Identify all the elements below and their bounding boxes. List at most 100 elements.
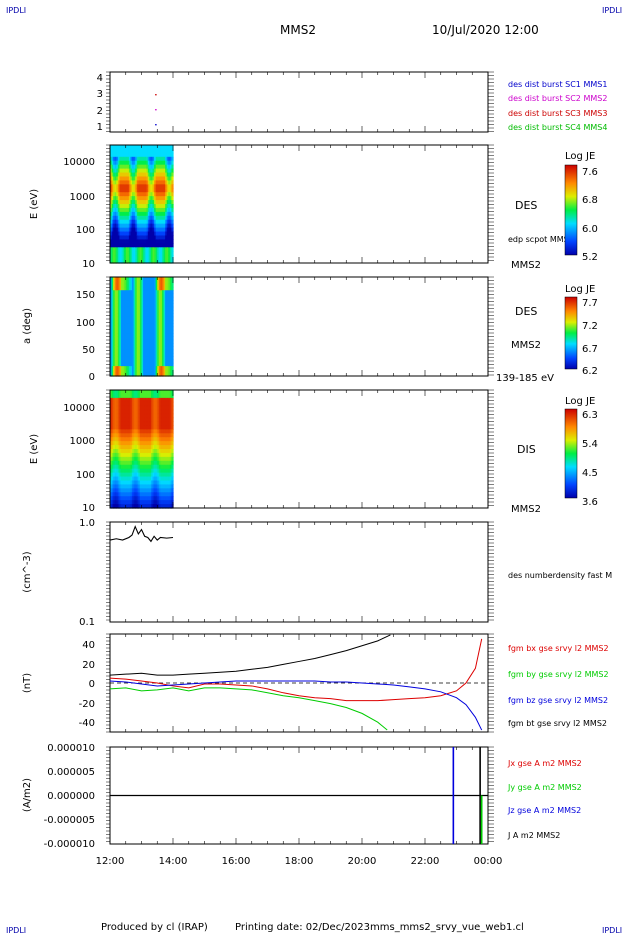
spectrogram-cell [119, 480, 122, 485]
spectrogram-cell [116, 164, 119, 170]
spectrogram-cell [152, 293, 155, 298]
spectrogram-cell [125, 349, 128, 354]
spectrogram-cell [150, 277, 154, 281]
spectrogram-cell [161, 417, 165, 423]
spectrogram-cell [117, 215, 121, 221]
spectrogram-cell [122, 393, 125, 399]
spectrogram-cell [128, 319, 132, 324]
spectrogram-cell [125, 362, 128, 367]
spectrogram-cell [157, 500, 160, 505]
spectrogram-cell [133, 504, 136, 509]
spectrogram-cell [138, 397, 141, 403]
spectrogram-cell [127, 452, 130, 458]
spectrogram-cell [144, 306, 147, 311]
spectrogram-cell [114, 496, 117, 501]
spectrogram-cell [124, 316, 127, 321]
spectrogram-cell [150, 476, 154, 482]
spectrogram-cell [132, 425, 135, 430]
spectrogram-cell [138, 413, 141, 419]
spectrogram-cell [128, 204, 132, 209]
spectrogram-cell [110, 492, 113, 497]
spectrogram-cell [111, 255, 114, 260]
spectrogram-cell [114, 148, 117, 154]
spectrogram-cell [163, 300, 166, 304]
spectrogram-cell [111, 180, 114, 185]
spectrogram-cell [122, 390, 125, 395]
spectrogram-cell [165, 313, 168, 318]
spectrogram-cell [114, 283, 117, 288]
spectrogram-cell [166, 235, 169, 240]
spectrogram-cell [158, 259, 161, 264]
spectrogram-cell [171, 164, 174, 170]
spectrogram-cell [111, 259, 114, 264]
spectrogram-cell [111, 468, 114, 474]
spectrogram-cell [160, 180, 163, 185]
bt-line [109, 634, 391, 676]
spectrogram-cell [169, 452, 173, 458]
spectrogram-cell [138, 401, 141, 407]
spectrogram-cell [147, 333, 150, 337]
spectrogram-cell [132, 192, 135, 197]
spectrogram-cell [155, 188, 158, 193]
spectrogram-cell [132, 211, 135, 217]
spectrogram-cell [113, 372, 116, 377]
spectrogram-cell [152, 456, 155, 462]
spectrogram-cell [119, 145, 122, 150]
spectrogram-cell [139, 397, 143, 403]
spectrogram-cell [128, 359, 132, 364]
spectrogram-cell [111, 336, 114, 341]
spectrogram-cell [166, 329, 169, 334]
spectrogram-cell [127, 336, 130, 341]
spectrogram-cell [157, 356, 160, 361]
spectrogram-cell [168, 211, 171, 217]
spectrogram-cell [163, 152, 166, 158]
spectrogram-cell [127, 437, 130, 442]
spectrogram-cell [110, 449, 113, 454]
spectrogram-cell [110, 405, 113, 411]
spectrogram-cell [127, 168, 130, 174]
spectrogram-cell [157, 480, 160, 485]
spectrogram-cell [150, 200, 154, 205]
spectrogram-cell [166, 405, 169, 411]
spectrogram-cell [125, 359, 128, 364]
spectrogram-cell [116, 223, 119, 229]
spectrogram-cell [114, 180, 117, 185]
spectrogram-cell [150, 492, 154, 497]
spectrogram-cell [165, 286, 168, 291]
spectrogram-cell [158, 480, 161, 485]
spectrogram-cell [128, 303, 132, 308]
des-pitch-cbar-tick-0: 7.7 [582, 298, 598, 309]
spectrogram-cell [127, 349, 130, 354]
spectrogram-cell [135, 343, 138, 347]
spectrogram-cell [160, 215, 163, 221]
spectrogram-cell [122, 449, 125, 454]
spectrogram-cell [111, 356, 114, 361]
spectrogram-cell [152, 417, 155, 423]
spectrogram-cell [121, 313, 124, 318]
spectrogram-cell [138, 390, 141, 395]
spectrogram-cell [130, 492, 133, 497]
spectrogram-cell [135, 148, 138, 154]
spectrogram-cell [163, 369, 166, 374]
spectrogram-cell [160, 336, 163, 341]
spectrogram-cell [119, 452, 122, 458]
spectrogram-cell [169, 437, 173, 442]
spectrogram-cell [146, 239, 149, 244]
spectrogram-cell [141, 329, 144, 334]
spectrogram-cell [125, 156, 128, 162]
spectrogram-cell [117, 333, 121, 337]
spectrogram-cell [133, 336, 136, 341]
spectrogram-cell [138, 192, 141, 197]
spectrogram-cell [141, 231, 144, 237]
spectrogram-cell [133, 215, 136, 221]
spectrogram-cell [144, 164, 147, 170]
spectrogram-cell [149, 390, 152, 395]
spectrogram-cell [132, 227, 135, 233]
spectrogram-cell [111, 333, 114, 337]
spectrogram-cell [130, 359, 133, 364]
spectrogram-cell [135, 329, 138, 334]
spectrogram-cell [144, 247, 147, 252]
spectrogram-cell [171, 333, 174, 337]
spectrogram-cell [141, 480, 144, 485]
spectrogram-cell [117, 176, 121, 181]
